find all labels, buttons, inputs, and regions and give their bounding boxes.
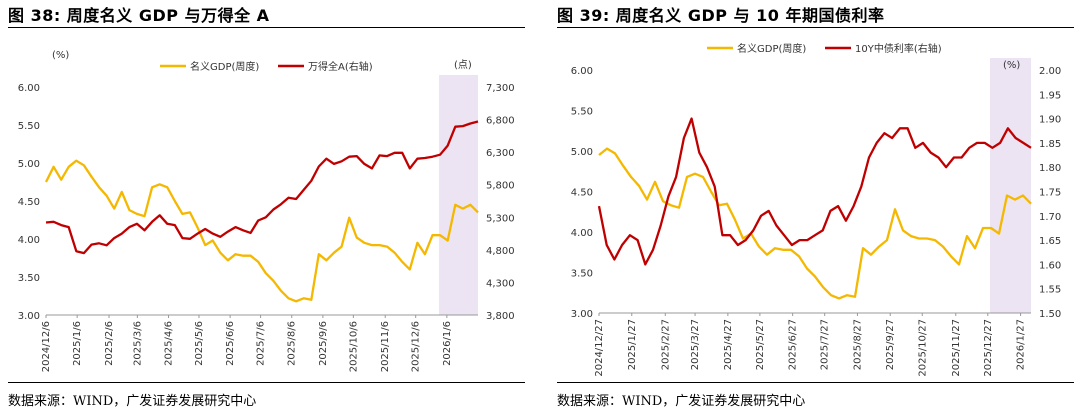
legend-label: 万得全A(右轴) bbox=[308, 60, 373, 73]
left-tick-label: 5.50 bbox=[18, 121, 40, 132]
title-rule bbox=[8, 27, 525, 28]
right-tick-label: 3,800 bbox=[486, 311, 515, 322]
right-tick-label: 6,800 bbox=[486, 116, 515, 127]
chart-gdp-vs-10y-yield: 6.00 5.50 5.00 4.50 4.00 3.50 3.00 2.00 1.95 1.90… bbox=[571, 42, 1062, 377]
figure-39: 图 39: 周度名义 GDP 与 10 年期国债利率 6.00 5.50 5.00 4… bbox=[557, 0, 1080, 416]
series-line-0 bbox=[44, 159, 479, 303]
series-line-0 bbox=[598, 147, 1032, 300]
x-tick-label: 2025/8/6 bbox=[287, 321, 298, 366]
left-tick-label: 3.50 bbox=[571, 269, 593, 280]
x-tick-label: 2025/3/27 bbox=[690, 319, 701, 370]
left-tick-label: 4.00 bbox=[571, 228, 593, 239]
left-tick-label: 5.00 bbox=[18, 159, 40, 170]
x-tick-label: 2025/7/27 bbox=[820, 319, 831, 370]
legend-label: 10Y中债利率(右轴) bbox=[855, 42, 942, 55]
right-tick-label: 1.60 bbox=[1039, 260, 1061, 271]
right-tick-label: 1.75 bbox=[1039, 188, 1061, 199]
left-tick-label: 4.50 bbox=[571, 188, 593, 199]
right-tick-label: 1.85 bbox=[1039, 139, 1061, 150]
x-tick-label: 2025/8/27 bbox=[852, 319, 863, 370]
right-tick-label: 1.80 bbox=[1039, 163, 1061, 174]
x-tick-label: 2025/2/6 bbox=[104, 321, 115, 366]
right-tick-label: 6,300 bbox=[486, 148, 515, 159]
right-tick-label: 4,300 bbox=[486, 278, 515, 289]
right-axis-unit: (%) bbox=[1003, 60, 1020, 71]
right-tick-label: 1.65 bbox=[1039, 236, 1061, 247]
left-tick-label: 3.00 bbox=[18, 311, 40, 322]
right-tick-label: 1.90 bbox=[1039, 115, 1061, 126]
x-tick-label: 2025/1/27 bbox=[627, 319, 638, 370]
right-tick-label: 1.95 bbox=[1039, 90, 1061, 101]
x-tick-label: 2025/2/27 bbox=[660, 319, 671, 370]
left-tick-label: 3.50 bbox=[18, 273, 40, 284]
highlight-band bbox=[990, 58, 1031, 313]
x-tick-label: 2026/1/27 bbox=[1016, 319, 1027, 370]
left-tick-label: 5.50 bbox=[571, 107, 593, 118]
right-tick-label: 7,300 bbox=[486, 83, 515, 94]
chart-gdp-vs-wind-a: 6.00 5.50 5.00 4.50 4.00 3.50 3.00 7,300 6,800 6,… bbox=[18, 50, 515, 372]
source-note: 数据来源：WIND，广发证券发展研究中心 bbox=[8, 394, 257, 409]
figure-title: 图 39: 周度名义 GDP 与 10 年期国债利率 bbox=[557, 6, 885, 25]
right-axis-unit: (点) bbox=[454, 59, 472, 71]
left-tick-label: 4.50 bbox=[18, 197, 40, 208]
x-tick-label: 2025/6/6 bbox=[225, 321, 236, 366]
x-tick-label: 2025/4/27 bbox=[723, 319, 734, 370]
x-tick-label: 2025/10/6 bbox=[348, 321, 359, 372]
x-tick-label: 2025/7/6 bbox=[256, 321, 267, 366]
title-rule bbox=[557, 27, 1074, 28]
x-tick-label: 2025/1/6 bbox=[72, 321, 83, 366]
x-tick-label: 2025/12/6 bbox=[411, 321, 422, 372]
right-tick-label: 4,800 bbox=[486, 246, 515, 257]
right-tick-label: 5,800 bbox=[486, 181, 515, 192]
right-tick-label: 1.50 bbox=[1039, 309, 1061, 320]
x-tick-label: 2025/10/27 bbox=[917, 319, 928, 377]
figure-title: 图 38: 周度名义 GDP 与万得全 A bbox=[8, 6, 270, 25]
left-tick-label: 6.00 bbox=[18, 83, 40, 94]
left-tick-label: 4.00 bbox=[18, 235, 40, 246]
highlight-band bbox=[439, 75, 478, 315]
left-tick-label: 3.00 bbox=[571, 309, 593, 320]
right-tick-label: 5,300 bbox=[486, 213, 515, 224]
source-rule bbox=[8, 382, 525, 383]
source-note: 数据来源：WIND，广发证券发展研究中心 bbox=[557, 394, 806, 409]
x-tick-label: 2024/12/6 bbox=[41, 321, 52, 372]
left-axis-unit: (%) bbox=[52, 50, 69, 61]
x-tick-label: 2026/1/6 bbox=[442, 321, 453, 366]
figure-38: 图 38: 周度名义 GDP 与万得全 A 6.00 5.50 5.00 4.50 4.… bbox=[8, 0, 533, 416]
series-line-1 bbox=[45, 120, 479, 255]
x-tick-label: 2025/6/27 bbox=[788, 319, 799, 370]
x-tick-label: 2025/5/6 bbox=[194, 321, 205, 366]
legend-label: 名义GDP(周度) bbox=[190, 60, 259, 73]
x-tick-label: 2025/4/6 bbox=[164, 321, 175, 366]
x-tick-label: 2025/11/27 bbox=[951, 319, 962, 377]
legend-label: 名义GDP(周度) bbox=[737, 42, 806, 55]
left-tick-label: 5.00 bbox=[571, 147, 593, 158]
source-rule bbox=[557, 382, 1074, 383]
right-tick-label: 2.00 bbox=[1039, 66, 1061, 77]
x-tick-label: 2025/9/27 bbox=[885, 319, 896, 370]
series-line-1 bbox=[597, 117, 1032, 266]
x-tick-label: 2025/12/27 bbox=[983, 319, 994, 377]
right-tick-label: 1.55 bbox=[1039, 285, 1061, 296]
x-tick-label: 2025/3/6 bbox=[132, 321, 143, 366]
left-tick-label: 6.00 bbox=[571, 66, 593, 77]
x-tick-label: 2024/12/27 bbox=[594, 319, 605, 377]
right-tick-label: 1.70 bbox=[1039, 212, 1061, 223]
x-tick-label: 2025/11/6 bbox=[380, 321, 391, 372]
x-tick-label: 2025/5/27 bbox=[755, 319, 766, 370]
x-tick-label: 2025/9/6 bbox=[318, 321, 329, 366]
